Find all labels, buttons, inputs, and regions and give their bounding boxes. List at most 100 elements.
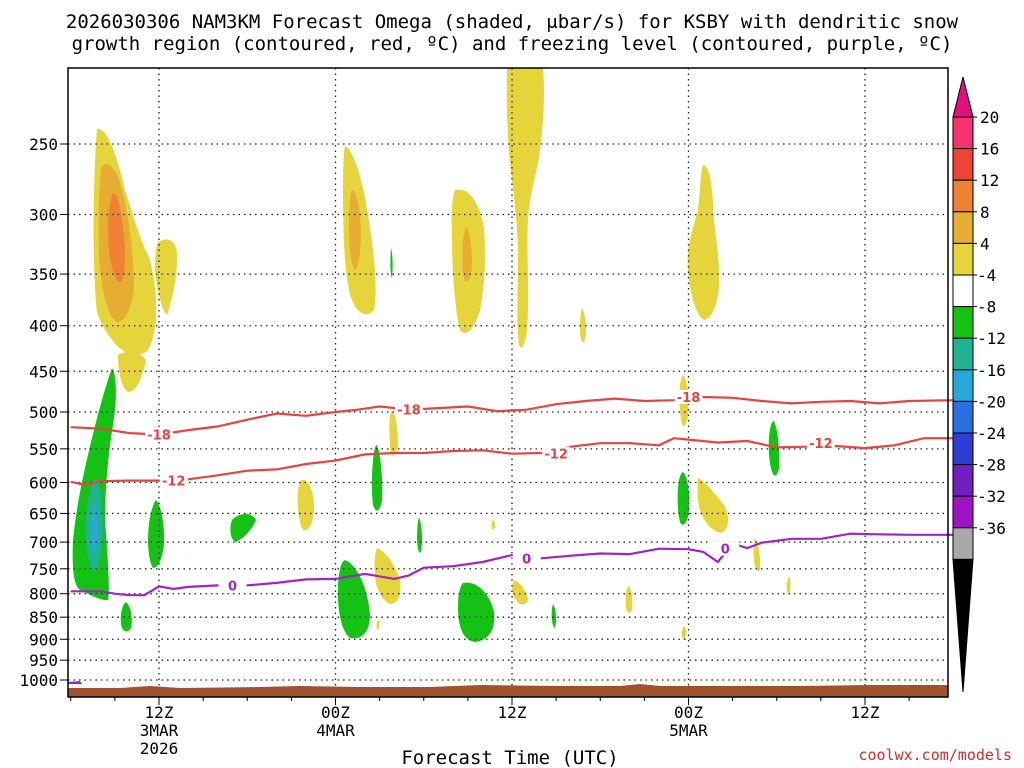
omega-blob-pos — [297, 479, 315, 531]
contour-line — [70, 532, 954, 597]
chart-title-line1: 2026030306 NAM3KM Forecast Omega (shaded… — [66, 11, 959, 33]
x-tick-year-label: 2026 — [140, 739, 179, 758]
x-tick-label: 12Z — [145, 703, 174, 722]
contour-label: -12 — [544, 448, 568, 463]
y-tick-label: 850 — [29, 608, 58, 627]
contour-label-bg — [218, 578, 247, 593]
colorbar-label: -12 — [977, 329, 1006, 348]
x-tick-label: 12Z — [498, 703, 527, 722]
omega-blob-neg — [337, 560, 370, 639]
x-tick-date-label: 3MAR — [140, 721, 179, 740]
colorbar-segment — [952, 242, 974, 276]
omega-blob-pos — [374, 548, 401, 604]
plot-background — [68, 68, 948, 697]
y-tick-label: 300 — [29, 205, 58, 224]
contour-label: -12 — [162, 475, 186, 490]
colorbar-segment — [952, 116, 974, 150]
omega-blob-pos — [681, 626, 687, 640]
colorbar-segment — [952, 211, 974, 244]
contour-label-bg — [711, 541, 740, 556]
omega-blob-pos — [697, 478, 729, 533]
y-tick-label: 1000 — [19, 671, 58, 690]
colorbar-label: -28 — [977, 456, 1006, 475]
colorbar-segment — [952, 527, 974, 560]
colorbar: 20 16 12 8 4 -4 -8 -12 -16 -20 -24 -28 -32 -36 — [952, 76, 1006, 693]
colorbar-segment — [952, 369, 974, 402]
y-tick-label: 550 — [29, 440, 58, 459]
omega-shading — [72, 68, 791, 642]
x-axis-label: Forecast Time (UTC) — [401, 747, 618, 768]
omega-blob-pos — [376, 620, 380, 630]
colorbar-segment — [952, 274, 974, 308]
x-tick-date-label: 4MAR — [316, 721, 355, 740]
omega-blob-pos — [108, 193, 125, 283]
contour-label-bg — [395, 402, 424, 417]
omega-blob-pos — [491, 520, 496, 530]
colorbar-segment — [952, 495, 974, 529]
x-tick-label: 12Z — [851, 703, 880, 722]
terrain — [68, 684, 948, 697]
contour-label-bg — [159, 473, 188, 488]
colorbar-label: -16 — [977, 361, 1006, 380]
omega-blob-pos — [580, 308, 586, 342]
contour-label: -12 — [809, 437, 833, 452]
y-tick-label: 450 — [29, 362, 58, 381]
contour-label-bg — [806, 436, 835, 451]
omega-blob-pos — [506, 68, 544, 348]
colorbar-segment — [952, 464, 974, 497]
colorbar-label: -24 — [977, 424, 1006, 443]
chart-title-line2: growth region (contoured, red, ºC) and f… — [72, 33, 953, 55]
contour-label: -18 — [147, 429, 171, 444]
y-tick-label: 250 — [29, 135, 58, 154]
omega-blob-neg — [417, 517, 423, 553]
y-tick-label: 650 — [29, 504, 58, 523]
omega-blob-neg — [551, 604, 557, 628]
y-tick-label: 600 — [29, 473, 58, 492]
colorbar-segment — [952, 148, 974, 181]
omega-blob-pos — [118, 352, 146, 392]
colorbar-label: 8 — [980, 203, 990, 222]
colorbar-label: -4 — [977, 266, 996, 285]
contour-line — [70, 437, 954, 487]
colorbar-label: -20 — [977, 392, 1006, 411]
omega-blob-pos — [786, 576, 791, 594]
contour-label: -18 — [677, 391, 701, 406]
grid-lines — [68, 68, 948, 697]
plot-area: -18 -18 -18 -12 -12 -12 0 0 0 — [67, 67, 954, 698]
y-axis: 250 300 350 400 450 500 550 600 650 700 750 800 850 9… — [19, 135, 68, 690]
colorbar-label: -36 — [977, 519, 1006, 538]
contour-label: -18 — [397, 404, 421, 419]
contour-label-bg — [512, 551, 541, 566]
omega-blob-neg — [768, 421, 780, 476]
x-tick-date-label: 5MAR — [669, 721, 708, 740]
contour-label: 0 — [721, 543, 730, 558]
omega-blob-pos — [349, 190, 361, 270]
contour-line — [70, 395, 954, 436]
colorbar-label: 4 — [980, 234, 990, 253]
omega-blob-pos — [687, 165, 720, 320]
credit-text: coolwx.com/models — [858, 746, 1012, 764]
contour-label: 0 — [522, 552, 531, 567]
omega-blob-pos — [512, 580, 528, 605]
contours: -18 -18 -18 -12 -12 -12 0 0 0 — [70, 390, 954, 597]
colorbar-label: 20 — [980, 108, 999, 127]
contour-label-bg — [542, 446, 571, 461]
contour-label: 0 — [228, 579, 237, 594]
omega-blob-neg — [230, 514, 256, 542]
y-tick-label: 800 — [29, 585, 58, 604]
x-tick-label: 00Z — [321, 703, 350, 722]
contour-label-bg — [145, 427, 173, 442]
freezing-level-fragment — [68, 681, 82, 684]
y-tick-label: 400 — [29, 317, 58, 336]
omega-blob-neg — [677, 472, 690, 525]
contour-label-bg — [674, 390, 703, 405]
omega-blob-neg — [120, 602, 132, 632]
colorbar-segment — [952, 337, 974, 371]
colorbar-segment — [952, 306, 974, 339]
y-tick-label: 900 — [29, 630, 58, 649]
omega-blob-pos — [625, 586, 633, 613]
omega-blob-pos — [155, 239, 178, 315]
y-tick-label: 700 — [29, 533, 58, 552]
colorbar-label: 16 — [980, 140, 999, 159]
